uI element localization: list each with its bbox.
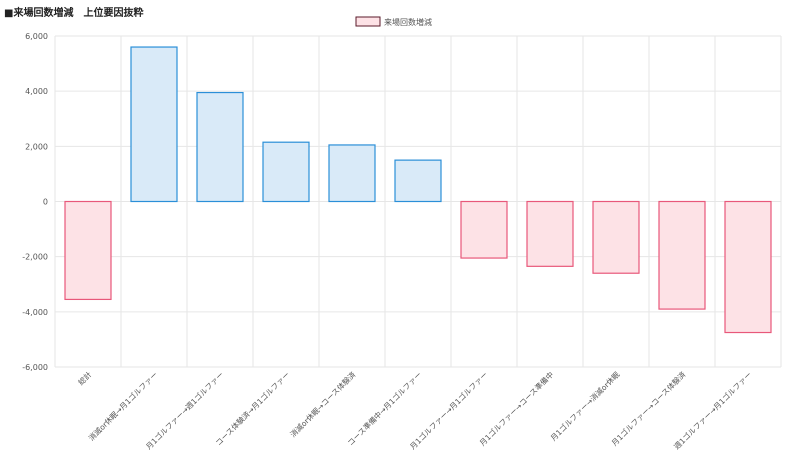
bar[interactable] — [592, 200, 640, 274]
bar[interactable] — [262, 141, 310, 203]
x-tick-label: 消滅or休眠→月1ゴルファー — [86, 369, 159, 442]
x-axis-ticks: 総計消滅or休眠→月1ゴルファー月1ゴルファー→週1ゴルファーコース体験済→月1… — [76, 369, 754, 451]
bar[interactable] — [460, 200, 508, 259]
y-tick-label: 0 — [43, 198, 48, 207]
bar[interactable] — [394, 159, 442, 203]
y-tick-label: -2,000 — [22, 253, 48, 262]
x-tick-label: 週1ゴルファー→月1ゴルファー — [672, 369, 754, 451]
bar[interactable] — [328, 144, 376, 203]
x-tick-label: コース準備中→月1ゴルファー — [345, 369, 423, 447]
bar[interactable] — [724, 200, 772, 334]
legend[interactable]: 来場回数増減 — [355, 16, 432, 27]
y-tick-label: 2,000 — [25, 142, 48, 151]
x-tick-label: 月1ゴルファー→月1ゴルファー — [408, 369, 490, 451]
bar[interactable] — [64, 200, 112, 301]
bar[interactable] — [130, 46, 178, 203]
y-tick-label: -6,000 — [22, 363, 48, 372]
x-tick-label: 月1ゴルファー→消滅or休眠 — [548, 369, 622, 443]
x-tick-label: コース体験済→月1ゴルファー — [213, 369, 291, 447]
bar[interactable] — [196, 91, 244, 203]
legend-swatch — [355, 16, 381, 27]
page-title: ■来場回数増減 上位要因抜粋 — [4, 8, 144, 19]
bar[interactable] — [526, 200, 574, 267]
y-tick-label: 6,000 — [25, 32, 48, 41]
x-tick-label: 月1ゴルファー→コース準備中 — [477, 369, 555, 447]
x-tick-label: 月1ゴルファー→コース体験済 — [609, 369, 688, 448]
legend-label: 来場回数増減 — [384, 17, 432, 27]
y-tick-label: 4,000 — [25, 87, 48, 96]
y-tick-label: -4,000 — [22, 308, 48, 317]
x-tick-label: 消滅or休眠→コース体験済 — [288, 369, 358, 439]
y-axis-ticks: 6,000 4,000 2,000 0 -2,000 -4,000 -6,000 — [22, 32, 48, 372]
bar[interactable] — [658, 200, 706, 310]
bars — [64, 46, 772, 334]
x-tick-label: 総計 — [76, 369, 94, 387]
x-tick-label: 月1ゴルファー→週1ゴルファー — [144, 369, 226, 451]
